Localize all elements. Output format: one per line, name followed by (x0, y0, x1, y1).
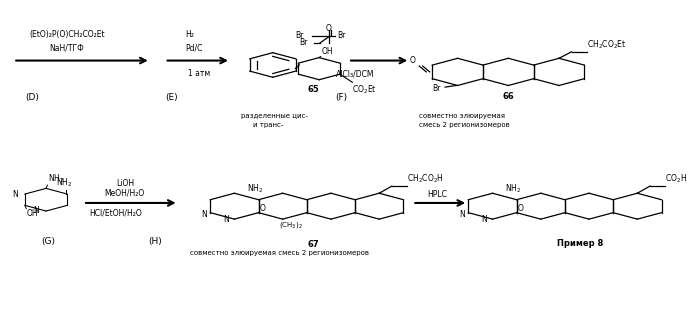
Text: AlCl₃/DCM: AlCl₃/DCM (336, 69, 375, 78)
Text: (G): (G) (41, 237, 55, 246)
Text: N: N (34, 206, 39, 215)
Text: (E): (E) (165, 93, 178, 102)
Text: Br: Br (295, 32, 303, 41)
Text: NH$_2$: NH$_2$ (48, 172, 64, 185)
Text: N: N (223, 214, 229, 224)
Text: 66: 66 (503, 92, 514, 101)
Text: O: O (518, 203, 524, 213)
Text: NaH/ТГФ: NaH/ТГФ (50, 43, 85, 52)
Text: CH$_2$CO$_2$Et: CH$_2$CO$_2$Et (587, 39, 626, 51)
Text: O: O (326, 24, 331, 33)
Text: OH: OH (27, 209, 38, 218)
Text: смесь 2 регионизомеров: смесь 2 регионизомеров (419, 122, 510, 128)
Text: CO$_2$Et: CO$_2$Et (352, 84, 377, 97)
Text: совместно элюируемая смесь 2 регионизомеров: совместно элюируемая смесь 2 регионизоме… (190, 250, 370, 256)
Text: OH: OH (322, 47, 333, 56)
Text: (D): (D) (25, 93, 39, 102)
Text: совместно элюируемая: совместно элюируемая (419, 112, 505, 119)
Text: N: N (201, 210, 207, 219)
Text: CO$_2$H: CO$_2$H (665, 173, 687, 185)
Text: N: N (459, 210, 465, 219)
Text: 1 атм: 1 атм (187, 69, 210, 78)
Text: разделенные цис-: разделенные цис- (241, 112, 308, 119)
Text: Br: Br (299, 38, 308, 47)
Text: NH$_2$: NH$_2$ (505, 182, 521, 195)
Text: NH$_2$: NH$_2$ (247, 182, 263, 195)
Text: O: O (410, 56, 416, 65)
Text: MeOH/H₂O: MeOH/H₂O (105, 189, 145, 198)
Text: (EtO)₂P(O)CH₂CO₂Et: (EtO)₂P(O)CH₂CO₂Et (29, 30, 105, 39)
Text: H₂: H₂ (185, 30, 194, 39)
Text: HCl/ЕtOH/H₂O: HCl/ЕtOH/H₂O (89, 208, 142, 217)
Text: 67: 67 (308, 240, 319, 249)
Text: CH$_2$CO$_2$H: CH$_2$CO$_2$H (407, 173, 444, 185)
Text: Пример 8: Пример 8 (556, 239, 603, 248)
Text: N: N (481, 214, 487, 224)
Text: (CH$_3$)$_2$: (CH$_3$)$_2$ (279, 220, 303, 230)
Text: и транс-: и транс- (253, 122, 284, 128)
Text: (F): (F) (335, 93, 347, 102)
Text: (H): (H) (149, 237, 162, 246)
Text: O: O (260, 203, 266, 213)
Text: LiOH: LiOH (116, 179, 134, 188)
Text: N: N (12, 190, 18, 199)
Text: HPLC: HPLC (427, 190, 447, 199)
Text: 65: 65 (308, 84, 319, 94)
Text: NH$_2$: NH$_2$ (56, 177, 72, 189)
Text: Br: Br (337, 32, 345, 41)
Text: Br: Br (432, 84, 440, 93)
Text: Pd/C: Pd/C (185, 43, 203, 52)
